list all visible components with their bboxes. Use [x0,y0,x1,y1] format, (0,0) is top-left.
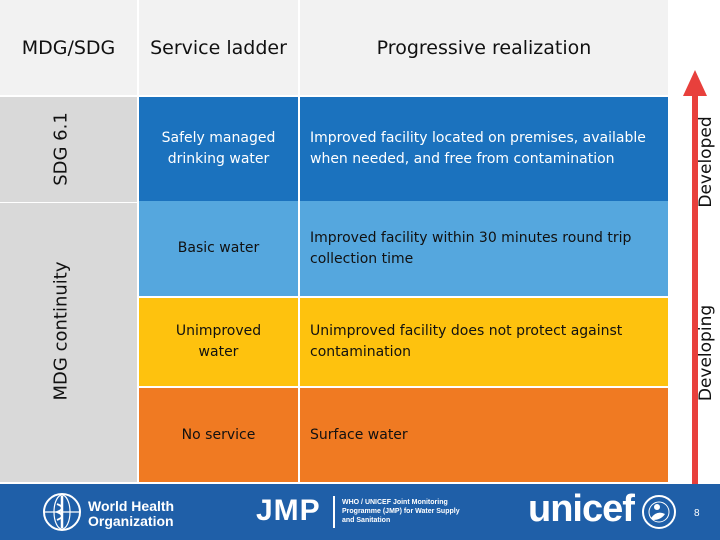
description-cell: Improved facility within 30 minutes roun… [300,201,668,296]
sdg-label: SDG 6.1 [50,112,72,186]
jmp-logo: JMP [256,494,321,527]
jmp-description: WHO / UNICEF Joint Monitoring Programme … [342,499,460,524]
ladder-cell: Unimproved water [139,298,298,386]
who-name-line1: World Health [88,498,175,514]
row-no-service: No service Surface water [139,388,668,482]
mdg-continuity-label: MDG continuity [50,261,72,401]
ladder-cell: Safely managed drinking water [139,97,298,201]
unicef-emblem-icon [642,495,676,529]
header-progressive-realization: Progressive realization [300,0,668,95]
ladder-grid: Safely managed drinking water Improved f… [139,97,668,482]
jmp-divider [333,496,335,528]
who-emblem-icon [43,493,81,531]
progress-arrow [683,70,707,490]
unicef-logo: unicef [528,488,635,530]
progress-arrow-shaft [692,94,698,490]
ladder-cell: No service [139,388,298,482]
mdg-sidebar: MDG continuity [0,202,137,482]
row-safely-managed: Safely managed drinking water Improved f… [139,97,668,201]
progress-arrow-head [683,70,707,96]
sdg-sidebar: SDG 6.1 [0,97,137,202]
description-cell: Unimproved facility does not protect aga… [300,298,668,386]
ladder-cell: Basic water [139,201,298,296]
description-cell: Surface water [300,388,668,482]
header-service-ladder: Service ladder [139,0,298,95]
who-name-line2: Organization [88,513,174,529]
row-basic: Basic water Improved facility within 30 … [139,201,668,296]
developing-label: Developing [696,304,716,402]
header-mdg-sdg: MDG/SDG [0,0,137,95]
row-unimproved: Unimproved water Unimproved facility doe… [139,298,668,386]
developed-label: Developed [696,116,716,208]
footer-bar: World Health Organization JMP WHO / UNIC… [0,484,720,540]
page-number: 8 [694,508,700,519]
description-cell: Improved facility located on premises, a… [300,97,668,201]
